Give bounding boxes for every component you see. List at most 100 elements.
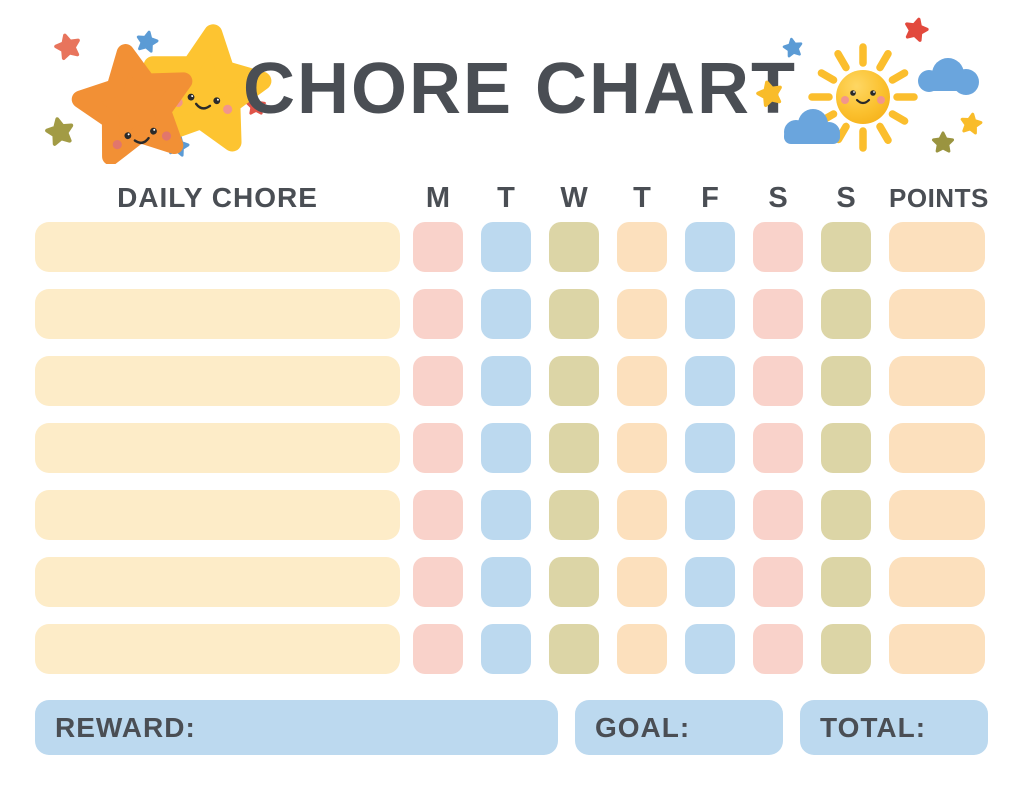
day-cell[interactable]: [549, 356, 599, 406]
small-red-star-icon: [54, 32, 82, 59]
points-cell[interactable]: [889, 624, 985, 674]
day-cell[interactable]: [753, 222, 803, 272]
day-cell[interactable]: [821, 222, 871, 272]
goal-label: GOAL:: [595, 711, 691, 743]
points-cell[interactable]: [889, 490, 985, 540]
day-cell[interactable]: [617, 624, 667, 674]
day-cell[interactable]: [617, 557, 667, 607]
points-cell[interactable]: [889, 423, 985, 473]
day-cell[interactable]: [617, 490, 667, 540]
day-header: W: [560, 181, 588, 214]
points-cell[interactable]: [889, 289, 985, 339]
orange-star-icon: [74, 44, 194, 160]
day-cell[interactable]: [617, 222, 667, 272]
chore-name-cell[interactable]: [35, 557, 400, 607]
footer-row: REWARD: GOAL: TOTAL:: [35, 700, 988, 755]
small-blue-star-icon: [783, 38, 803, 57]
chore-row: [35, 490, 985, 540]
sun-clouds-decoration: [753, 12, 1005, 162]
day-cell[interactable]: [617, 423, 667, 473]
day-cell[interactable]: [481, 356, 531, 406]
chore-name-cell[interactable]: [35, 289, 400, 339]
day-header: T: [633, 181, 651, 214]
total-label: TOTAL:: [820, 711, 927, 743]
cloud-icon: [784, 109, 840, 144]
day-cell[interactable]: [753, 289, 803, 339]
chore-row: [35, 557, 985, 607]
day-header: M: [425, 181, 451, 214]
day-header: S: [836, 181, 856, 214]
reward-label: REWARD:: [55, 711, 196, 743]
daily-chore-header: DAILY CHORE: [117, 182, 318, 213]
reward-field[interactable]: REWARD:: [35, 700, 558, 755]
day-cell[interactable]: [821, 557, 871, 607]
day-cell[interactable]: [481, 490, 531, 540]
day-cell[interactable]: [753, 557, 803, 607]
day-cell[interactable]: [549, 624, 599, 674]
day-cell[interactable]: [685, 624, 735, 674]
chore-name-cell[interactable]: [35, 356, 400, 406]
day-cell[interactable]: [481, 624, 531, 674]
chore-name-cell[interactable]: [35, 490, 400, 540]
small-blue-star-icon: [136, 30, 158, 52]
day-cell[interactable]: [685, 289, 735, 339]
stars-decoration: [35, 14, 280, 164]
day-cell[interactable]: [685, 490, 735, 540]
goal-field[interactable]: GOAL:: [575, 700, 783, 755]
day-header: F: [701, 181, 719, 214]
day-cell[interactable]: [549, 423, 599, 473]
day-cell[interactable]: [549, 557, 599, 607]
small-yellow-star-icon: [756, 79, 784, 106]
chore-row: [35, 423, 985, 473]
day-cell[interactable]: [617, 289, 667, 339]
day-cell[interactable]: [685, 222, 735, 272]
day-header: T: [497, 181, 515, 214]
day-cell[interactable]: [481, 557, 531, 607]
day-cell[interactable]: [549, 289, 599, 339]
chore-rows: [35, 222, 985, 691]
day-cell[interactable]: [481, 222, 531, 272]
day-cell[interactable]: [821, 624, 871, 674]
small-olive-star-icon: [933, 133, 952, 151]
points-cell[interactable]: [889, 356, 985, 406]
small-yellow-star-icon: [960, 113, 982, 134]
day-cell[interactable]: [685, 557, 735, 607]
day-cell[interactable]: [413, 356, 463, 406]
day-cell[interactable]: [481, 289, 531, 339]
day-cell[interactable]: [821, 423, 871, 473]
sun-icon: [808, 43, 918, 152]
day-header: S: [768, 181, 788, 214]
day-cell[interactable]: [753, 624, 803, 674]
small-red-star-icon: [904, 17, 929, 42]
day-cell[interactable]: [413, 289, 463, 339]
chore-row: [35, 356, 985, 406]
points-cell[interactable]: [889, 557, 985, 607]
chore-row: [35, 222, 985, 272]
day-cell[interactable]: [821, 356, 871, 406]
day-cell[interactable]: [413, 624, 463, 674]
day-cell[interactable]: [413, 222, 463, 272]
chore-name-cell[interactable]: [35, 624, 400, 674]
day-cell[interactable]: [617, 356, 667, 406]
day-cell[interactable]: [413, 490, 463, 540]
day-cell[interactable]: [821, 289, 871, 339]
day-cell[interactable]: [481, 423, 531, 473]
chore-name-cell[interactable]: [35, 222, 400, 272]
day-cell[interactable]: [413, 423, 463, 473]
points-cell[interactable]: [889, 222, 985, 272]
cloud-icon: [918, 58, 979, 95]
day-cell[interactable]: [821, 490, 871, 540]
chore-name-cell[interactable]: [35, 423, 400, 473]
table-header-row: DAILY CHORE M T W T F S S POINTS: [35, 180, 988, 216]
day-cell[interactable]: [413, 557, 463, 607]
day-cell[interactable]: [753, 423, 803, 473]
day-cell[interactable]: [549, 490, 599, 540]
chore-row: [35, 624, 985, 674]
day-cell[interactable]: [549, 222, 599, 272]
day-cell[interactable]: [753, 490, 803, 540]
day-cell[interactable]: [753, 356, 803, 406]
total-field[interactable]: TOTAL:: [800, 700, 988, 755]
day-cell[interactable]: [685, 423, 735, 473]
day-cell[interactable]: [685, 356, 735, 406]
